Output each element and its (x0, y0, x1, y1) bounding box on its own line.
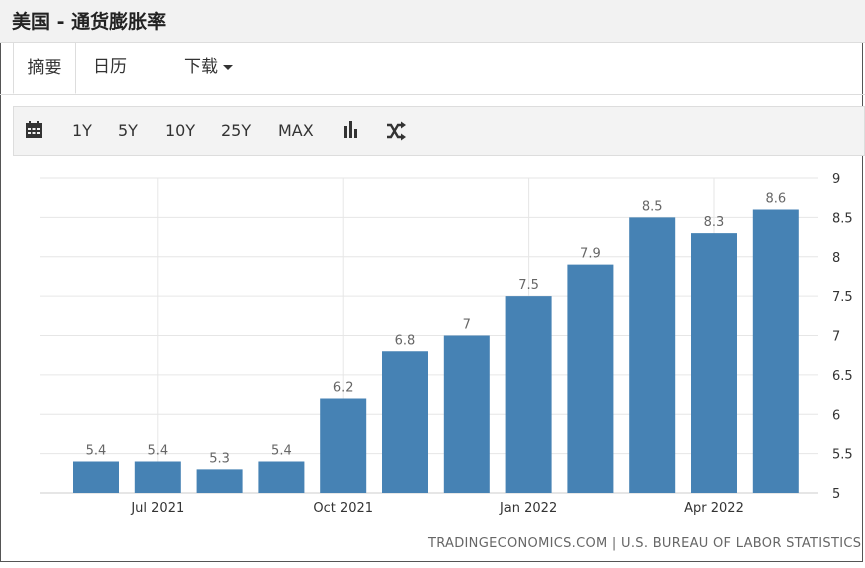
data-label: 5.4 (147, 444, 168, 459)
data-label: 5.4 (271, 444, 292, 459)
bar (443, 335, 490, 493)
source-footer: TRADINGECONOMICS.COM | U.S. BUREAU OF LA… (428, 536, 862, 551)
tab-bar: 摘要 日历 下载 (0, 42, 865, 95)
chart-toolbar: 1Y 5Y 10Y 25Y MAX (13, 106, 865, 156)
y-tick-label: 8 (832, 251, 840, 266)
bar (73, 461, 119, 493)
y-tick-label: 7.5 (832, 290, 853, 305)
x-tick-label: Jan 2022 (499, 501, 557, 516)
data-label: 7 (463, 318, 471, 333)
data-label: 8.3 (704, 215, 725, 230)
y-tick-label: 9 (832, 172, 840, 187)
bar (134, 461, 181, 493)
y-tick-label: 5 (832, 487, 840, 502)
x-tick-label: Jul 2021 (130, 501, 184, 516)
shuffle-icon[interactable] (386, 107, 406, 155)
y-tick-label: 6 (832, 408, 840, 423)
data-label: 8.6 (765, 192, 786, 207)
data-label: 5.4 (86, 444, 107, 459)
calendar-icon[interactable] (25, 107, 43, 155)
x-tick-label: Oct 2021 (313, 501, 373, 516)
tab-download[interactable]: 下载 (184, 42, 233, 94)
bar (382, 351, 428, 493)
page-title: 美国 - 通货膨胀率 (12, 11, 167, 33)
data-label: 6.2 (333, 381, 354, 396)
chart-area: 5 5.5 6 6.5 7 7.5 8 8.5 9 Jul 2021 Oct 2021 Jan 202… (0, 160, 865, 564)
range-10y-button[interactable]: 10Y (165, 121, 196, 140)
tab-summary[interactable]: 摘要 (13, 42, 76, 94)
range-25y-button[interactable]: 25Y (221, 121, 252, 140)
data-label: 6.8 (395, 333, 416, 348)
y-tick-label: 5.5 (832, 448, 853, 463)
range-1y-button[interactable]: 1Y (72, 121, 92, 140)
bar (691, 233, 737, 493)
bar (629, 217, 676, 493)
bar (752, 209, 799, 493)
title-bar: 美国 - 通货膨胀率 (0, 0, 865, 43)
tab-calendar[interactable]: 日历 (93, 57, 127, 77)
range-max-button[interactable]: MAX (278, 121, 314, 140)
tab-download-label: 下载 (184, 57, 218, 77)
inflation-bar-chart: 5 5.5 6 6.5 7 7.5 8 8.5 9 Jul 2021 Oct 2021 Jan 202… (40, 172, 853, 516)
x-tick-label: Apr 2022 (684, 501, 744, 516)
y-tick-label: 7 (832, 330, 840, 345)
range-5y-button[interactable]: 5Y (118, 121, 138, 140)
bar (505, 296, 552, 493)
bar (258, 461, 305, 493)
bar-chart-icon[interactable] (343, 107, 359, 155)
caret-down-icon (223, 64, 233, 70)
y-tick-label: 8.5 (832, 211, 853, 226)
y-tick-label: 6.5 (832, 369, 853, 384)
data-label: 7.9 (580, 247, 601, 262)
bar (567, 264, 614, 493)
data-label: 8.5 (642, 199, 663, 214)
bar (320, 398, 367, 493)
data-label: 7.5 (518, 278, 539, 293)
bar (196, 469, 243, 493)
data-label: 5.3 (209, 451, 230, 466)
